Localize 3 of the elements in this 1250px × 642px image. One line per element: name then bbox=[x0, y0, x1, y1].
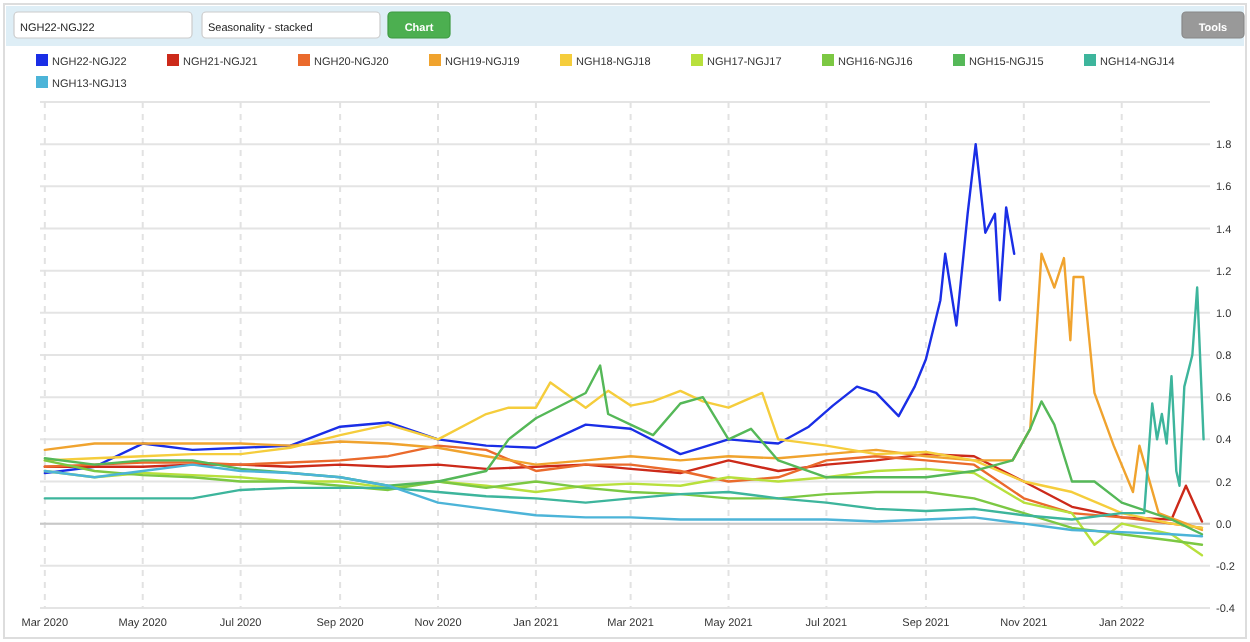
line-series bbox=[43, 252, 1204, 532]
line-series bbox=[43, 286, 1205, 521]
line-series bbox=[43, 142, 1016, 475]
